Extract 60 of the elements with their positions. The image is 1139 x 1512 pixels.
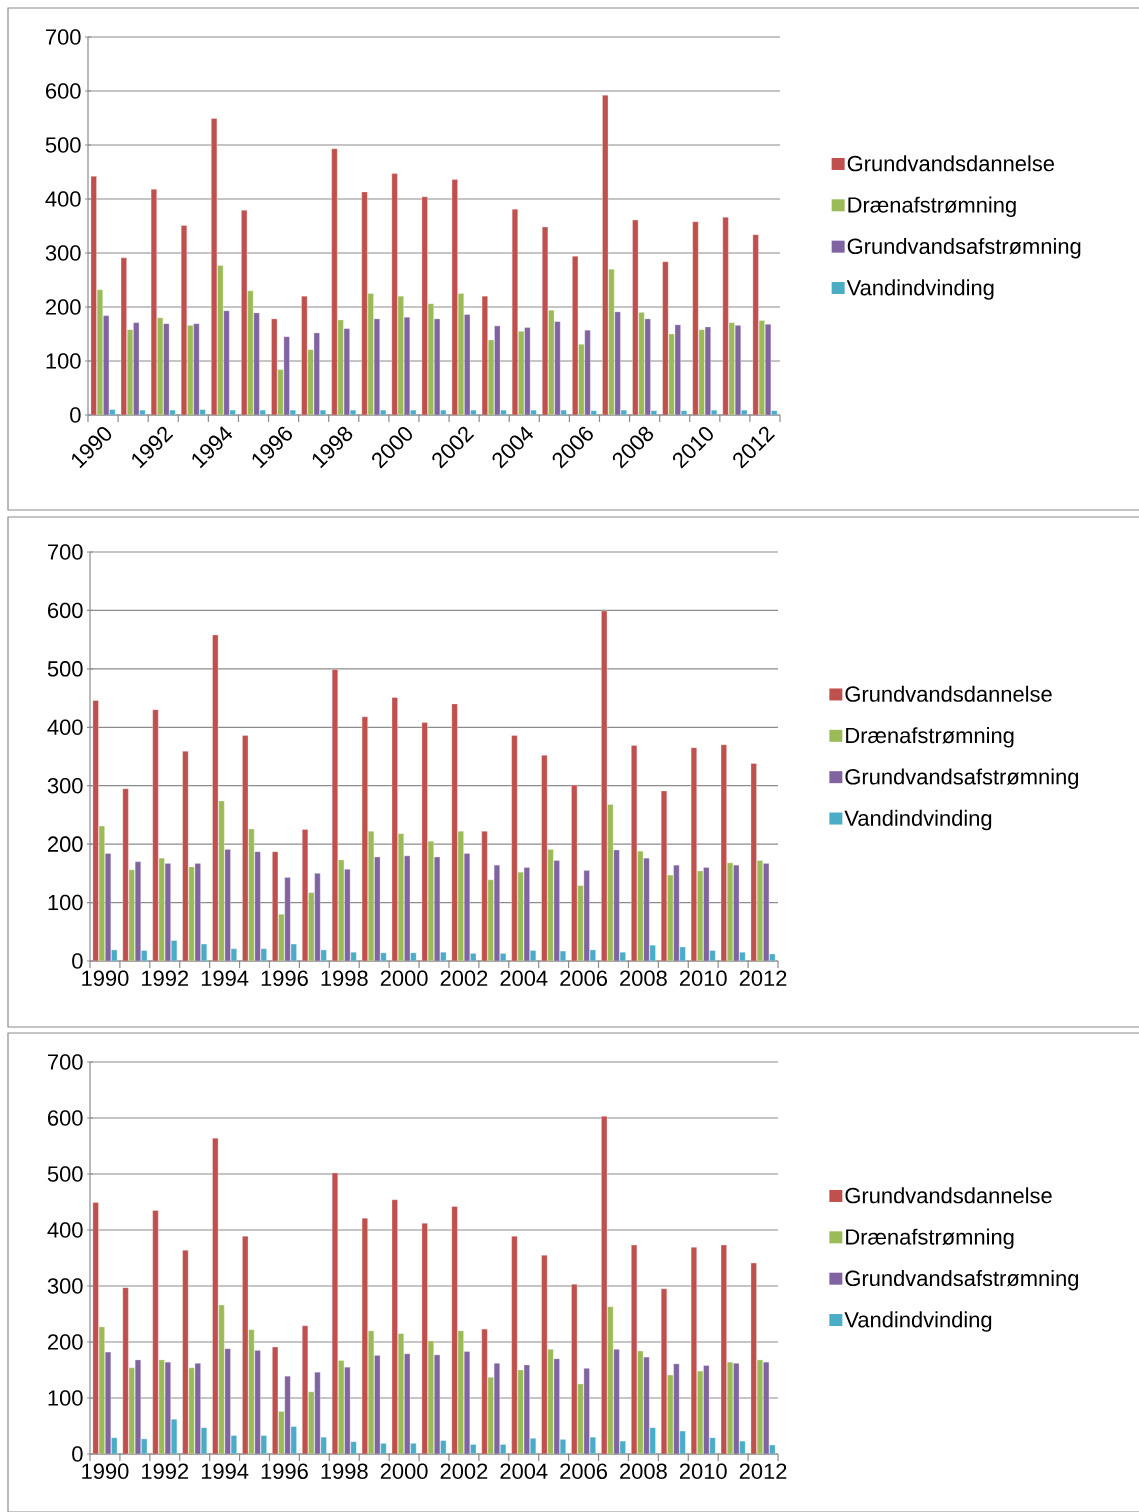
y-tick-label: 500 xyxy=(47,1166,83,1182)
x-tick-label: 1996 xyxy=(261,970,308,987)
y-tick-label: 300 xyxy=(47,777,83,794)
y-tick-label: 500 xyxy=(45,137,81,153)
y-tick-label: 400 xyxy=(47,1222,83,1238)
x-tick-label: 2002 xyxy=(440,970,488,987)
y-tick-label: 0 xyxy=(72,1446,83,1462)
x-tick-label: 1998 xyxy=(321,1463,368,1480)
y-tick-label: 0 xyxy=(70,407,81,423)
x-tick-label: 2008 xyxy=(620,970,667,987)
y-tick-label: 700 xyxy=(48,544,83,560)
x-tick-label: 2012 xyxy=(739,1463,787,1480)
y-tick-label: 400 xyxy=(45,191,81,207)
legend-label: Vandindvinding xyxy=(844,809,992,831)
legend-label: Grundvandsdannelse xyxy=(845,685,1052,702)
x-tick-label: 2012 xyxy=(739,970,787,987)
y-tick-label: 500 xyxy=(47,661,83,677)
legend-label: Grundvandsafstrømning xyxy=(845,768,1079,789)
x-tick-label: 2004 xyxy=(500,1463,548,1480)
x-tick-label: 1994 xyxy=(201,1463,249,1480)
x-tick-label: 2000 xyxy=(380,1463,428,1480)
y-tick-label: 300 xyxy=(45,245,81,261)
y-tick-label: 400 xyxy=(47,719,83,736)
x-tick-label: 1994 xyxy=(201,970,249,987)
legend-label: Vandindvinding xyxy=(846,279,994,300)
y-tick-label: 200 xyxy=(46,299,81,315)
x-tick-label: 1990 xyxy=(82,970,129,987)
y-tick-label: 700 xyxy=(46,29,81,45)
legend-label: Grundvandsdannelse xyxy=(845,1187,1052,1204)
x-tick-label: 2006 xyxy=(560,970,607,987)
x-tick-label: 1992 xyxy=(142,1463,189,1480)
x-tick-label: 2006 xyxy=(560,1463,607,1480)
x-tick-label: 2010 xyxy=(679,1463,727,1480)
y-tick-label: 200 xyxy=(48,1334,83,1350)
legend-label: Grundvandsafstrømning xyxy=(845,1269,1079,1291)
x-tick-label: 2008 xyxy=(620,1463,667,1480)
legend-label: Drænafstrømning xyxy=(846,1228,1014,1250)
y-tick-label: 200 xyxy=(48,836,83,852)
x-tick-label: 2000 xyxy=(380,970,428,987)
x-tick-label: 2010 xyxy=(679,970,727,987)
y-tick-label: 100 xyxy=(48,894,83,911)
legend-label: Grundvandsafstrømning xyxy=(847,237,1081,259)
y-tick-label: 600 xyxy=(48,1110,83,1126)
x-tick-label: 1998 xyxy=(321,970,368,987)
y-tick-label: 100 xyxy=(46,353,81,369)
y-tick-label: 0 xyxy=(72,953,83,969)
x-tick-label: 1990 xyxy=(82,1463,129,1480)
legend-label: Drænafstrømning xyxy=(846,727,1014,748)
legend-label: Drænafstrømning xyxy=(848,196,1016,218)
x-tick-label: 1996 xyxy=(261,1463,308,1480)
y-tick-label: 100 xyxy=(48,1390,83,1406)
y-tick-label: 300 xyxy=(47,1278,83,1294)
x-tick-label: 2004 xyxy=(500,970,548,987)
legend-label: Vandindvinding xyxy=(844,1311,992,1332)
x-tick-label: 2002 xyxy=(440,1463,488,1480)
x-tick-label: 1992 xyxy=(142,970,189,987)
y-tick-label: 600 xyxy=(48,602,83,619)
legend-label: Grundvandsdannelse xyxy=(847,155,1054,172)
y-tick-label: 700 xyxy=(48,1054,83,1070)
y-tick-label: 600 xyxy=(46,83,81,99)
